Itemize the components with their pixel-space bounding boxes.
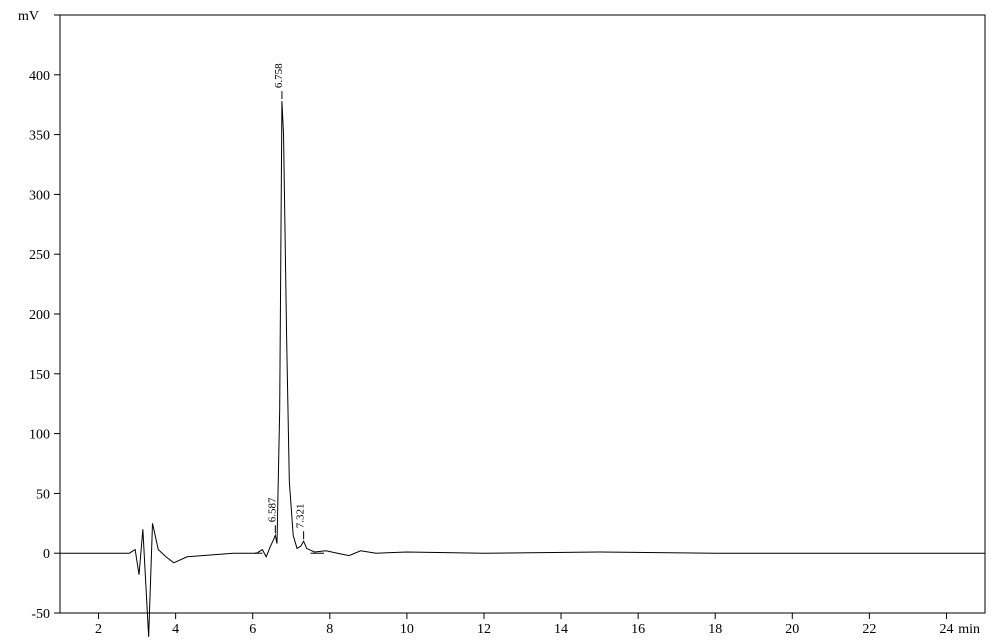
x-tick-label: 14: [554, 622, 568, 637]
x-tick-label: 4: [172, 622, 179, 637]
y-tick-label: 150: [29, 368, 50, 383]
x-tick-label: 12: [477, 622, 491, 637]
x-axis-unit: min: [958, 622, 980, 637]
x-tick-label: 18: [708, 622, 722, 637]
plot-border: [60, 15, 985, 613]
y-tick-label: 50: [36, 487, 50, 502]
x-tick-label: 20: [785, 622, 799, 637]
y-tick-label: 300: [29, 188, 50, 203]
y-tick-label: 400: [29, 69, 50, 84]
x-tick-label: 24: [939, 622, 953, 637]
y-tick-label: -50: [31, 607, 50, 622]
peak-label: 6.758: [273, 63, 285, 88]
peak-label: 7.321: [295, 503, 307, 528]
chart-svg: -50050100150200250300350400mV24681012141…: [0, 0, 1000, 641]
x-tick-label: 10: [400, 622, 414, 637]
y-tick-label: 100: [29, 428, 50, 443]
y-tick-label: 0: [43, 547, 50, 562]
y-tick-label: 350: [29, 129, 50, 144]
chromatogram-chart: -50050100150200250300350400mV24681012141…: [0, 0, 1000, 641]
x-tick-label: 2: [95, 622, 102, 637]
peak-label: 6.587: [266, 497, 278, 522]
y-tick-label: 250: [29, 248, 50, 263]
y-tick-label: 200: [29, 308, 50, 323]
x-tick-label: 6: [249, 622, 256, 637]
x-tick-label: 8: [326, 622, 333, 637]
chromatogram-trace: [60, 101, 985, 637]
x-tick-label: 22: [862, 622, 876, 637]
y-axis-unit: mV: [18, 9, 39, 24]
x-tick-label: 16: [631, 622, 645, 637]
